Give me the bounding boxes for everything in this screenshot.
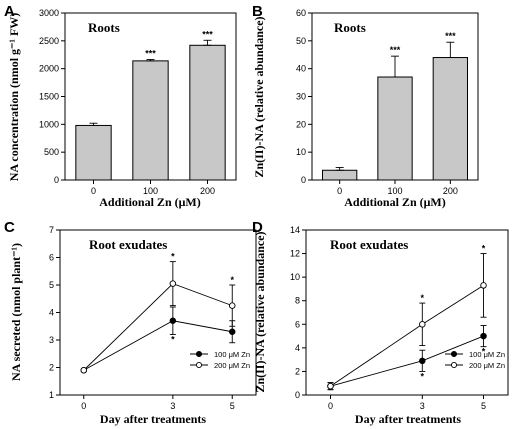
panel-a-title: Roots bbox=[88, 20, 120, 35]
panel-b-y-tick-label: 0 bbox=[301, 175, 306, 185]
panel-b-y-tick-label: 10 bbox=[296, 147, 306, 157]
panel-c-data-point bbox=[169, 317, 177, 325]
panel-b-x-tick-label: 200 bbox=[443, 186, 458, 196]
panel-d-data-point bbox=[419, 357, 426, 365]
panel-b-y-axis-label: Zn(II)-NA (relative abundance) bbox=[252, 16, 266, 177]
panel-d-x-tick-label: 5 bbox=[481, 401, 486, 411]
panel-c-legend-marker bbox=[195, 350, 203, 358]
panel-c-y-tick-label: 6 bbox=[49, 253, 54, 263]
panel-a-bar bbox=[75, 124, 112, 181]
panel-d-x-tick-label: 0 bbox=[328, 401, 333, 411]
panel-c-x-axis-label: Day after treatments bbox=[100, 412, 207, 426]
panel-d-data-point bbox=[419, 321, 426, 328]
panel-c-y-tick-label: 3 bbox=[49, 335, 54, 345]
panel-a-letter: A bbox=[4, 3, 15, 20]
panel-d-x-tick-label: 3 bbox=[420, 401, 425, 411]
panel-d-data-point bbox=[480, 332, 487, 340]
panel-b-title: Roots bbox=[334, 20, 366, 35]
panel-a-x-tick-label: 0 bbox=[91, 186, 96, 196]
panel-d-significance-label: * bbox=[482, 347, 486, 357]
panel-c-y-tick-label: 2 bbox=[49, 363, 54, 373]
panel-a-y-tick-label: 1500 bbox=[39, 92, 59, 102]
panel-d-significance-label: * bbox=[482, 244, 486, 254]
panel-d-y-tick-label: 14 bbox=[290, 225, 300, 235]
panel-d-data-point bbox=[327, 382, 334, 390]
panel-c-data-point bbox=[228, 302, 236, 309]
panel-a-y-axis-label: NA concentration (nmol g⁻¹ FW) bbox=[7, 13, 21, 182]
panel-c-legend-marker bbox=[195, 361, 203, 369]
panel-c-title: Root exudates bbox=[89, 237, 167, 252]
panel-c-y-tick-label: 4 bbox=[49, 308, 54, 318]
panel-d-title: Root exudates bbox=[330, 237, 408, 252]
panel-d-x-axis-label: Day after treatments bbox=[355, 412, 462, 426]
panel-c-series-line-2 bbox=[83, 283, 233, 371]
panel-b-y-tick-label: 30 bbox=[296, 92, 306, 102]
panel-a-significance-label: *** bbox=[202, 29, 213, 39]
panel-c-y-tick-label: 1 bbox=[49, 390, 54, 400]
panel-d-series-line-2 bbox=[330, 285, 484, 387]
panel-d-plot-frame bbox=[305, 229, 509, 396]
panel-c-data-point bbox=[169, 280, 177, 287]
panel-c-legend-label: 200 μM Zn bbox=[214, 361, 250, 370]
panel-b-letter: B bbox=[252, 3, 263, 20]
panel-b-x-tick-label: 0 bbox=[337, 186, 342, 196]
panel-d-significance-label: * bbox=[421, 293, 425, 303]
panel-c-y-tick-label: 7 bbox=[49, 225, 54, 235]
panel-c-x-tick-label: 5 bbox=[230, 401, 235, 411]
panel-a-y-tick-label: 3000 bbox=[39, 8, 59, 18]
panel-a-y-tick-label: 2000 bbox=[39, 64, 59, 74]
panel-b-bar bbox=[432, 57, 468, 181]
panel-d-y-tick-label: 12 bbox=[290, 249, 300, 259]
panel-c-letter: C bbox=[4, 219, 15, 236]
panel-c-significance-label: * bbox=[171, 335, 175, 345]
panel-d-y-axis-label: Zn(II)-NA (relative abundance) bbox=[253, 231, 267, 392]
panel-c-data-point bbox=[228, 328, 236, 336]
panel-b-significance-label: *** bbox=[445, 31, 456, 41]
panel-b-x-axis-label: Additional Zn (μM) bbox=[344, 195, 445, 209]
panel-d-legend-label: 200 μM Zn bbox=[469, 361, 505, 370]
panel-c-y-axis-label: NA secreted (nmol plant⁻¹) bbox=[9, 243, 23, 381]
panel-a-x-axis-label: Additional Zn (μM) bbox=[99, 195, 200, 209]
panel-c-plot-frame bbox=[59, 229, 257, 396]
panel-d-y-tick-label: 2 bbox=[295, 366, 300, 376]
panel-d-series-line-1 bbox=[330, 335, 484, 387]
panel-d-letter: D bbox=[252, 219, 263, 236]
panel-d-legend-marker bbox=[450, 361, 458, 369]
panel-b-bar bbox=[322, 169, 358, 181]
panel-a-y-tick-label: 1000 bbox=[39, 119, 59, 129]
panel-d-significance-label: * bbox=[421, 371, 425, 381]
panel-c-data-point bbox=[80, 367, 88, 374]
panel-c-significance-label: * bbox=[230, 275, 234, 285]
panel-a-bar bbox=[132, 60, 169, 181]
panel-d-y-tick-label: 10 bbox=[290, 272, 300, 282]
panel-b-y-tick-label: 40 bbox=[296, 64, 306, 74]
panel-a-y-tick-label: 2500 bbox=[39, 36, 59, 46]
panel-b-y-tick-label: 20 bbox=[296, 119, 306, 129]
panel-c-y-tick-label: 5 bbox=[49, 280, 54, 290]
panel-a-x-tick-label: 200 bbox=[200, 186, 215, 196]
panel-a-x-tick-label: 100 bbox=[143, 186, 158, 196]
panel-a-y-tick-label: 0 bbox=[54, 175, 59, 185]
panel-c-x-tick-label: 0 bbox=[81, 401, 86, 411]
panel-a-significance-label: *** bbox=[145, 48, 156, 58]
panel-b-y-tick-label: 50 bbox=[296, 36, 306, 46]
panel-d-y-tick-label: 4 bbox=[295, 343, 300, 353]
panel-c-x-tick-label: 3 bbox=[170, 401, 175, 411]
panel-d-y-tick-label: 0 bbox=[295, 390, 300, 400]
panel-c-significance-label: * bbox=[171, 252, 175, 262]
panel-d-y-tick-label: 8 bbox=[295, 296, 300, 306]
panel-b-x-tick-label: 100 bbox=[387, 186, 402, 196]
panel-d-y-tick-label: 6 bbox=[295, 319, 300, 329]
panel-b-bar bbox=[377, 76, 413, 181]
panel-b-significance-label: *** bbox=[390, 45, 401, 55]
panel-c-legend-label: 100 μM Zn bbox=[214, 350, 250, 359]
panel-d-data-point bbox=[480, 282, 487, 289]
panel-c-series-line-1 bbox=[83, 320, 233, 371]
panel-d-legend-label: 100 μM Zn bbox=[469, 350, 505, 359]
panel-b-y-tick-label: 60 bbox=[296, 8, 306, 18]
panel-a-bar bbox=[189, 44, 226, 181]
panel-d-legend-marker bbox=[450, 350, 458, 358]
panel-a-y-tick-label: 500 bbox=[44, 147, 59, 157]
